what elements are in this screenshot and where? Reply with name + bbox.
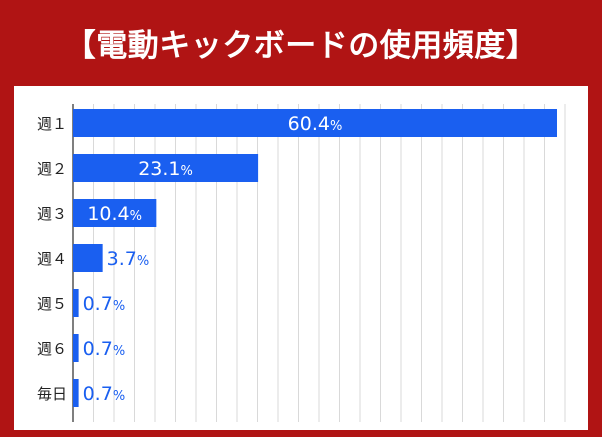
bar <box>73 199 157 227</box>
data-label: 0.7% <box>83 293 126 315</box>
data-label: 0.7% <box>83 383 126 405</box>
category-label: 週６ <box>37 340 67 358</box>
category-label: 週３ <box>37 205 67 223</box>
category-label: 週１ <box>37 115 67 133</box>
data-label: 0.7% <box>83 338 126 360</box>
bar <box>73 244 103 272</box>
category-label: 週２ <box>37 160 67 178</box>
chart-title: 【電動キックボードの使用頻度】 <box>64 27 538 64</box>
data-label: 3.7% <box>107 248 150 270</box>
data-label: 10.4% <box>87 203 142 225</box>
category-label: 毎日 <box>37 385 67 403</box>
data-label: 60.4% <box>288 113 343 135</box>
plot-panel <box>14 86 588 430</box>
bar <box>73 154 259 182</box>
data-label: 23.1% <box>138 158 193 180</box>
bar <box>73 379 79 407</box>
bar <box>73 334 79 362</box>
category-label: 週５ <box>37 295 67 313</box>
bar <box>73 109 557 137</box>
bar <box>73 289 79 317</box>
category-label: 週４ <box>37 250 67 268</box>
